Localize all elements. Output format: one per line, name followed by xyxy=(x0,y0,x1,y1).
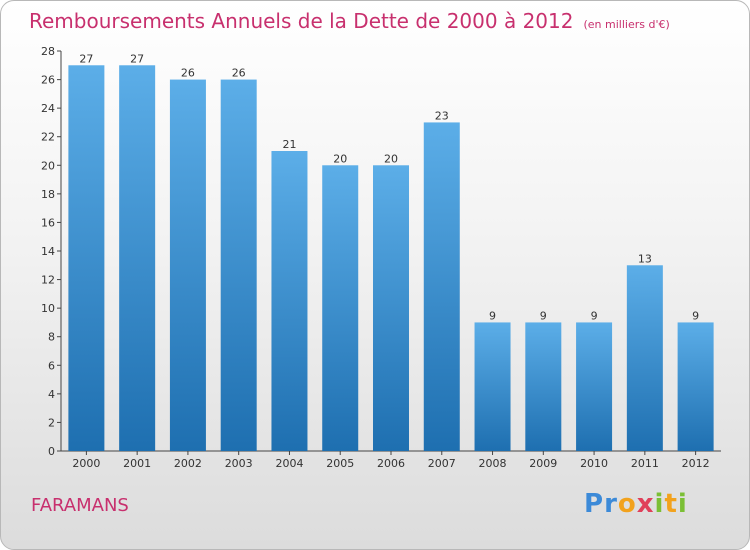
data-label: 27 xyxy=(79,52,93,65)
bar-2010 xyxy=(576,322,613,451)
y-tick-label: 6 xyxy=(48,359,55,372)
y-tick-label: 10 xyxy=(41,302,55,315)
x-tick-label: 2000 xyxy=(72,457,100,470)
x-tick-label: 2007 xyxy=(428,457,456,470)
x-tick-label: 2001 xyxy=(123,457,151,470)
data-label: 20 xyxy=(384,152,398,165)
y-tick-label: 22 xyxy=(41,131,55,144)
y-tick-label: 26 xyxy=(41,74,55,87)
x-tick-label: 2002 xyxy=(174,457,202,470)
bar-2002 xyxy=(169,79,206,452)
bar-2012 xyxy=(677,322,714,451)
x-tick-label: 2008 xyxy=(479,457,507,470)
y-tick-label: 18 xyxy=(41,188,55,201)
data-label: 26 xyxy=(232,67,246,80)
chart-title: Remboursements Annuels de la Dette de 20… xyxy=(29,9,670,33)
y-tick-label: 12 xyxy=(41,274,55,287)
x-tick-label: 2006 xyxy=(377,457,405,470)
y-tick-label: 8 xyxy=(48,331,55,344)
data-label: 9 xyxy=(540,309,547,322)
data-label: 9 xyxy=(489,309,496,322)
bar-2009 xyxy=(525,322,562,451)
chart-subtitle: (en milliers d'€) xyxy=(583,18,670,31)
data-label: 9 xyxy=(591,309,598,322)
bar-2005 xyxy=(322,165,359,452)
bar-2011 xyxy=(626,265,663,451)
y-tick-label: 0 xyxy=(48,445,55,458)
data-label: 9 xyxy=(692,309,699,322)
x-tick-label: 2003 xyxy=(225,457,253,470)
data-label: 13 xyxy=(638,252,652,265)
x-tick-label: 2005 xyxy=(326,457,354,470)
x-tick-label: 2009 xyxy=(529,457,557,470)
x-tick-label: 2011 xyxy=(631,457,659,470)
y-tick-label: 28 xyxy=(41,45,55,58)
bar-2006 xyxy=(373,165,409,452)
commune-name: FARAMANS xyxy=(31,495,129,516)
y-tick-label: 16 xyxy=(41,216,55,229)
proxiti-logo: Proxiti xyxy=(584,489,688,519)
bar-2000 xyxy=(68,65,105,452)
data-label: 21 xyxy=(282,138,296,151)
bar-2008 xyxy=(474,322,511,451)
data-label: 26 xyxy=(181,67,195,80)
x-tick-label: 2010 xyxy=(580,457,608,470)
y-tick-label: 24 xyxy=(41,102,55,115)
bar-2003 xyxy=(220,79,257,452)
data-label: 27 xyxy=(130,52,144,65)
y-tick-label: 20 xyxy=(41,159,55,172)
x-tick-label: 2012 xyxy=(682,457,710,470)
x-tick-label: 2004 xyxy=(275,457,303,470)
data-label: 20 xyxy=(333,152,347,165)
y-tick-label: 2 xyxy=(48,416,55,429)
y-tick-label: 14 xyxy=(41,245,55,258)
bar-2007 xyxy=(423,122,460,451)
bar-2001 xyxy=(119,65,156,452)
data-label: 23 xyxy=(435,109,449,122)
y-tick-label: 4 xyxy=(48,388,55,401)
chart-title-text: Remboursements Annuels de la Dette de 20… xyxy=(29,9,574,33)
bar-2004 xyxy=(271,151,308,451)
